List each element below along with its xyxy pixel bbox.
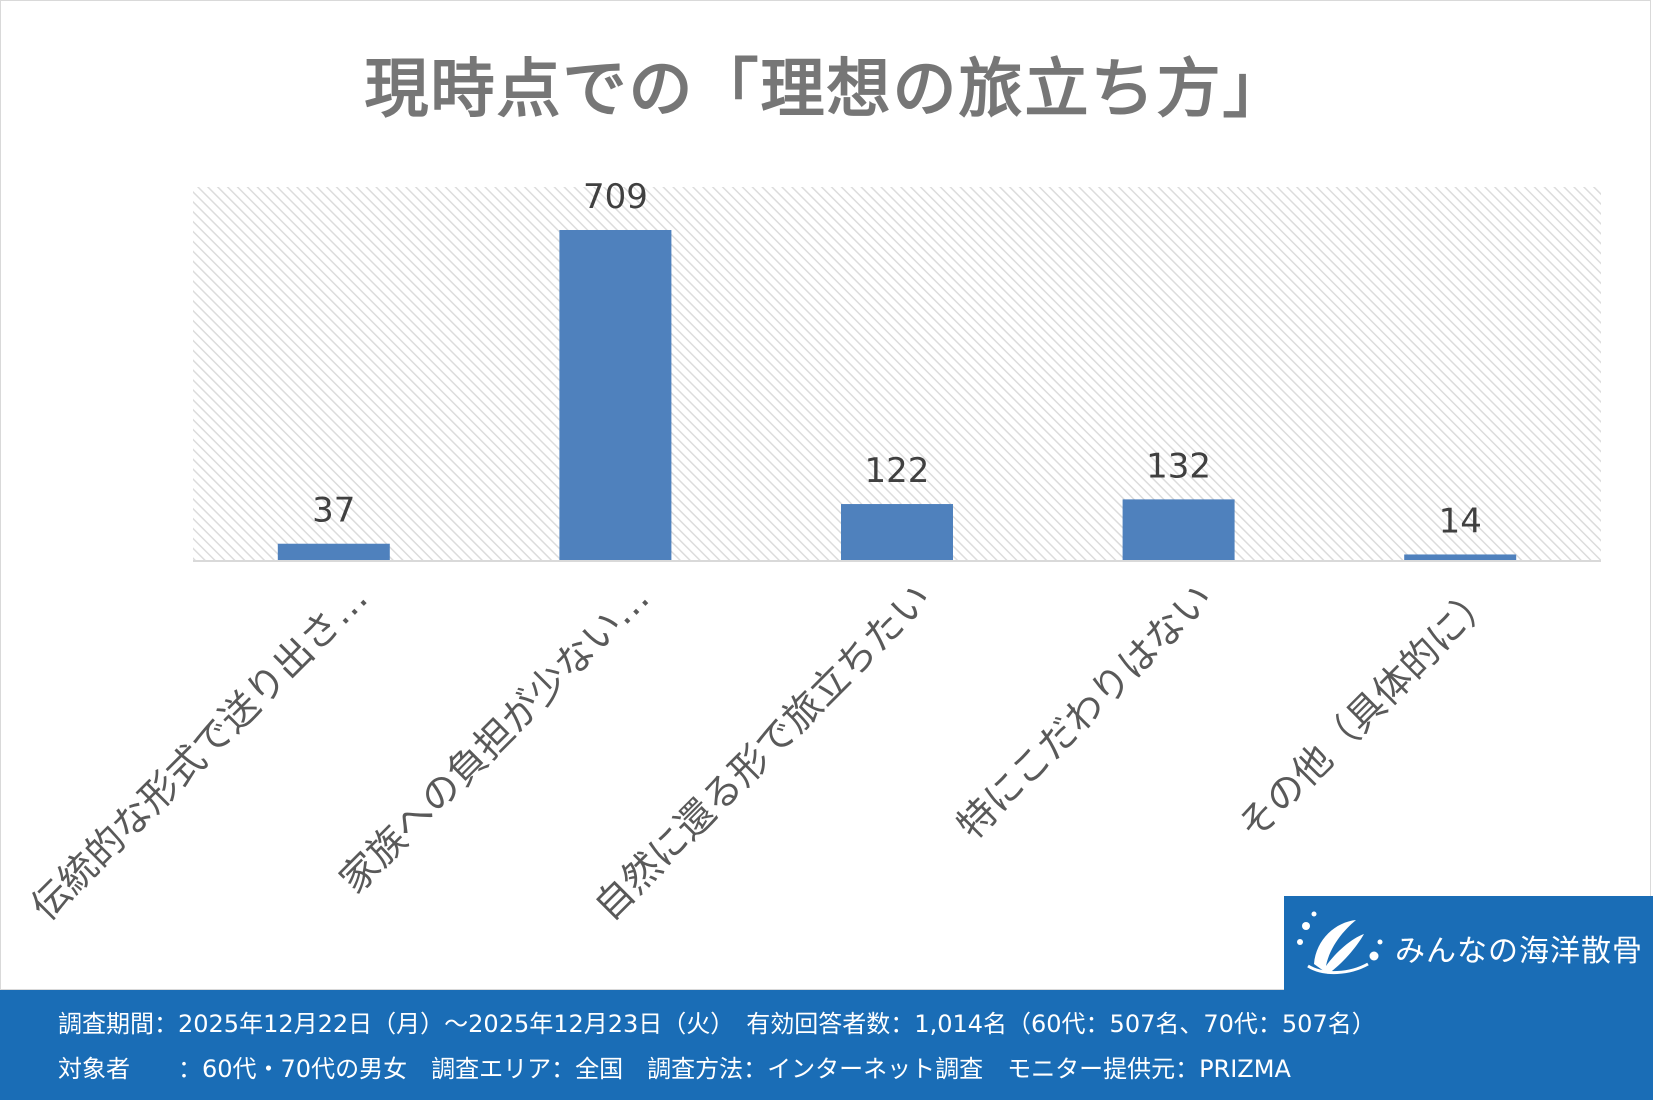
bar-4 (1122, 499, 1235, 561)
category-label-5: その他（具体的に） (1230, 575, 1503, 848)
survey-footer: 調査期間：2025年12月22日（月）～2025年12月23日（火） 有効回答者… (0, 990, 1653, 1100)
category-label-4: 特にこだわりはない (949, 575, 1221, 847)
footer-line-2: 対象者 ：60代・70代の男女 調査エリア：全国 調査方法：インターネット調査 … (58, 1055, 1291, 1083)
chart-title: 現時点での「理想の旅立ち方」 (364, 53, 1289, 127)
data-label-5: 14 (1439, 501, 1482, 541)
data-label-1: 37 (312, 491, 355, 531)
data-label-4: 132 (1146, 446, 1211, 486)
data-label-3: 122 (865, 451, 930, 491)
bar-chart: 37 伝統的な形式で送り出さ… 709 家族への負担が少ない… 122 自然に還る形で旅立… (23, 177, 1601, 929)
brand-logo: みんなの海洋散骨 (1284, 896, 1653, 990)
bar-2 (559, 230, 672, 561)
category-label-2: 家族への負担が少ない… (331, 575, 658, 902)
logo-text: みんなの海洋散骨 (1395, 934, 1643, 969)
bar-1 (277, 543, 390, 561)
footer-line-1: 調査期間：2025年12月22日（月）～2025年12月23日（火） 有効回答者… (58, 1010, 1376, 1038)
bar-3 (841, 504, 953, 561)
logo-mark-icon (1297, 911, 1383, 975)
data-label-2: 709 (583, 177, 648, 217)
category-label-3: 自然に還る形で旅立ちたい (586, 575, 940, 929)
plot-area (193, 187, 1601, 561)
bar-5 (1404, 554, 1517, 561)
category-label-1: 伝統的な形式で送り出さ… (23, 575, 377, 929)
